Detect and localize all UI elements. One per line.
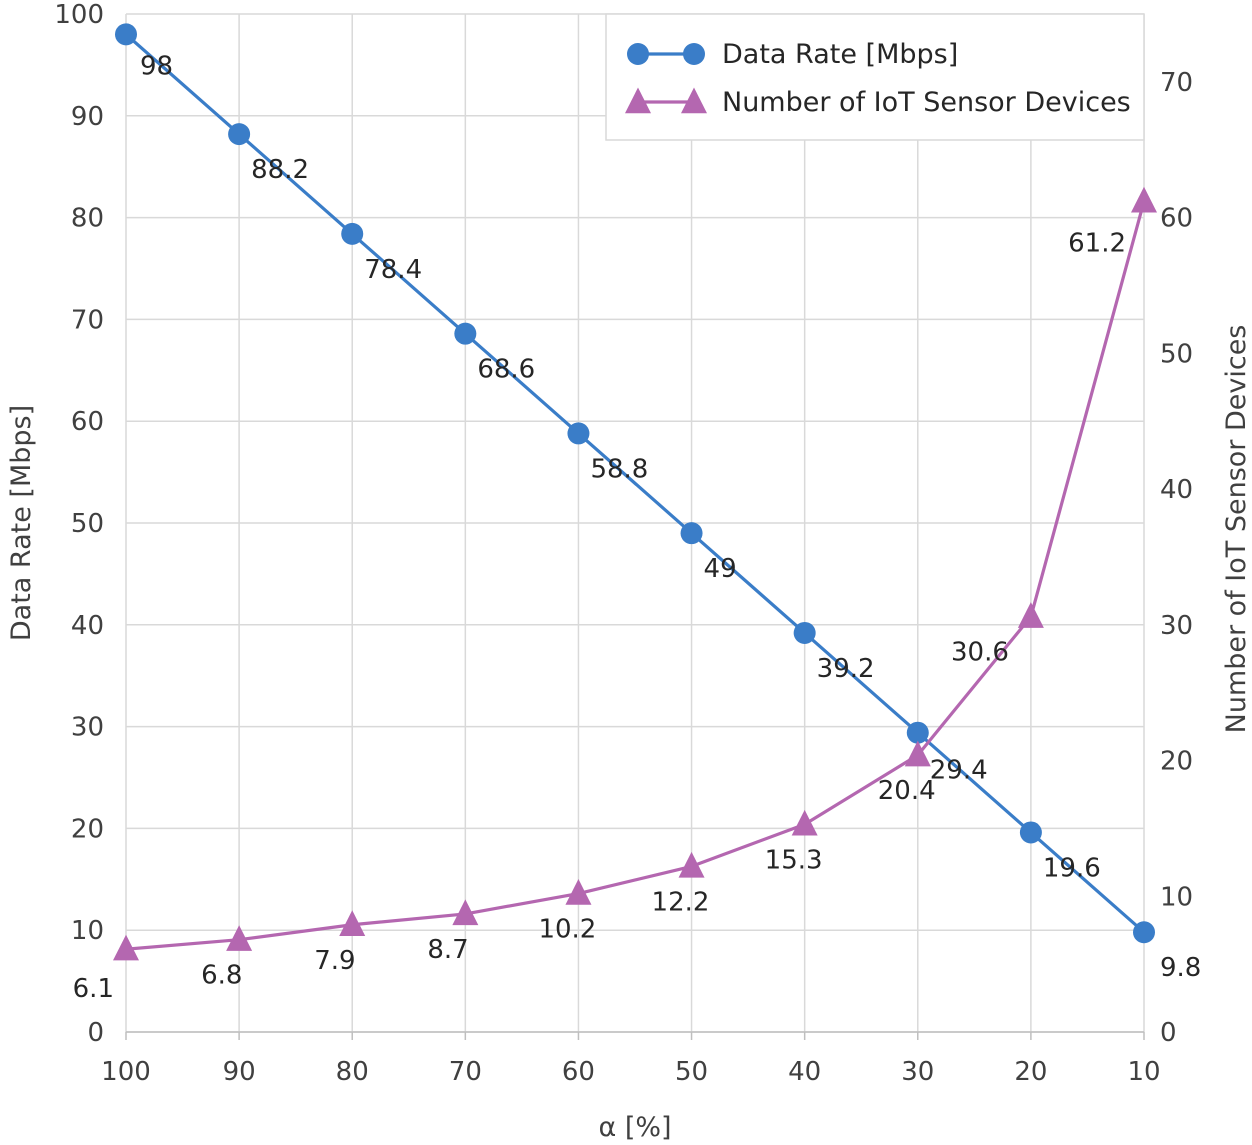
data-rate-label: 78.4 <box>364 255 422 285</box>
iot-devices-point <box>226 925 253 951</box>
iot-devices-point <box>1017 602 1044 628</box>
y-tick-label: 80 <box>71 204 104 234</box>
y2-tick-label: 20 <box>1160 747 1193 777</box>
series <box>113 23 1157 961</box>
y-tick-label: 30 <box>71 713 104 743</box>
x-tick-label: 40 <box>788 1057 821 1087</box>
series-line-data-rate <box>124 33 1146 934</box>
data-rate-label: 98 <box>140 51 173 81</box>
legend-label: Number of IoT Sensor Devices <box>722 87 1131 118</box>
iot-devices-label: 20.4 <box>878 776 936 806</box>
data-rate-label: 39.2 <box>817 654 875 684</box>
iot-devices-label: 12.2 <box>652 887 710 917</box>
iot-devices-point <box>452 899 479 926</box>
x-axis-title: α [%] <box>598 1112 671 1143</box>
y2-tick-label: 50 <box>1160 339 1193 369</box>
data-rate-label: 58.8 <box>590 454 648 484</box>
data-rate-label: 68.6 <box>477 355 535 385</box>
y2-axis-title: Number of IoT Sensor Devices <box>1221 325 1252 734</box>
iot-devices-label: 7.9 <box>314 946 355 976</box>
data-rate-point <box>115 23 137 46</box>
legend-triangle-marker <box>625 87 651 114</box>
data-rate-point <box>680 522 703 545</box>
legend-box <box>605 13 1145 141</box>
legend: Data Rate [Mbps] Number of IoT Sensor Dev… <box>605 13 1145 141</box>
x-tick-label: 70 <box>449 1057 482 1087</box>
data-rate-label: 49 <box>704 554 737 584</box>
iot-devices-label: 10.2 <box>538 915 596 945</box>
series-line-iot-devices <box>125 200 1146 951</box>
data-rate-point <box>1019 821 1042 844</box>
data-rate-label: 19.6 <box>1043 853 1101 883</box>
iot-devices-point <box>113 934 139 961</box>
y2-tick-label: 70 <box>1160 68 1193 98</box>
x-tick-label: 30 <box>901 1057 934 1087</box>
iot-devices-label: 6.8 <box>201 961 242 991</box>
iot-devices-label: 61.2 <box>1068 228 1126 258</box>
data-rate-label: 29.4 <box>930 756 988 786</box>
legend-triangle-marker <box>681 87 707 114</box>
axes: 100 90 80 70 60 50 40 30 20 100102030405060708090… <box>54 0 1193 1087</box>
data-labels: 98 88.2 78.4 68.6 58.8 49 39.2 29.4 19.6 9.8 6.1 6.… <box>73 51 1202 1004</box>
iot-devices-point <box>1131 186 1157 213</box>
y2-tick-label: 30 <box>1160 611 1193 641</box>
iot-devices-label: 8.7 <box>427 935 468 965</box>
iot-devices-point <box>904 740 931 767</box>
y-tick-label: 60 <box>71 407 104 437</box>
data-rate-point <box>228 123 251 146</box>
data-rate-label: 88.2 <box>251 155 309 185</box>
y-tick-label: 20 <box>71 814 104 844</box>
y2-tick-label: 60 <box>1160 204 1193 234</box>
y-tick-label: 90 <box>71 102 104 132</box>
y2-tick-label: 10 <box>1160 882 1193 912</box>
iot-devices-label: 30.6 <box>951 638 1009 668</box>
x-tick-label: 100 <box>101 1057 151 1087</box>
data-rate-point <box>567 422 590 445</box>
iot-devices-point <box>565 879 592 905</box>
x-tick-label: 60 <box>562 1057 595 1087</box>
iot-devices-point <box>339 910 366 937</box>
y-tick-label: 70 <box>71 305 104 335</box>
iot-devices-label: 6.1 <box>73 974 114 1004</box>
y-tick-label: 40 <box>71 611 104 641</box>
legend-circle-marker <box>627 43 649 65</box>
x-tick-label: 50 <box>675 1057 708 1087</box>
legend-circle-marker <box>683 43 705 65</box>
legend-label: Data Rate [Mbps] <box>722 39 958 70</box>
y-axis-title: Data Rate [Mbps] <box>6 405 37 641</box>
x-tick-label: 90 <box>223 1057 256 1087</box>
data-rate-point <box>906 721 929 744</box>
iot-devices-point <box>678 851 705 878</box>
data-rate-point <box>793 621 816 644</box>
y-tick-label: 100 <box>54 0 104 30</box>
data-rate-point <box>341 222 364 245</box>
x-tick-label: 20 <box>1014 1057 1047 1087</box>
data-rate-point <box>1133 921 1155 944</box>
y2-tick-label: 40 <box>1160 475 1193 505</box>
y-tick-label: 0 <box>87 1018 104 1048</box>
iot-devices-point <box>791 809 818 836</box>
data-rate-point <box>454 322 477 345</box>
y-tick-label: 50 <box>71 509 104 539</box>
data-rate-label: 9.8 <box>1160 953 1201 983</box>
y2-tick-label: 0 <box>1160 1018 1177 1048</box>
x-tick-label: 80 <box>336 1057 369 1087</box>
x-tick-label: 10 <box>1127 1057 1160 1087</box>
iot-devices-label: 15.3 <box>765 845 823 875</box>
y-tick-label: 10 <box>71 916 104 946</box>
